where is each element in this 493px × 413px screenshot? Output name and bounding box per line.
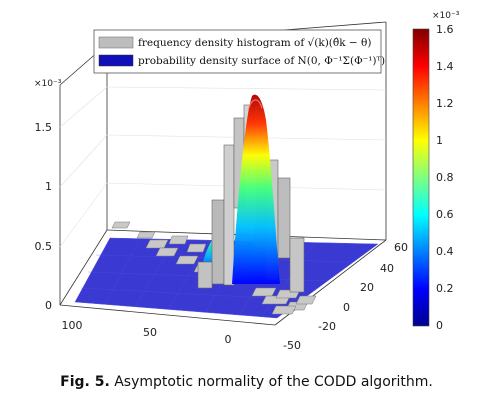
- density-peak: [232, 94, 280, 285]
- x-tick-3: -50: [283, 339, 301, 352]
- cb-tick-6: 1.2: [436, 97, 454, 110]
- y-tick-1: 40: [380, 262, 394, 275]
- z-tick-1: 0.5: [35, 240, 53, 253]
- cb-tick-0: 0: [436, 319, 443, 332]
- cb-tick-7: 1.4: [436, 60, 454, 73]
- y-tick-4: -20: [318, 320, 336, 333]
- y-tick-0: 60: [394, 241, 408, 254]
- y-axis: 60 40 20 0 -20: [318, 241, 408, 333]
- cb-tick-1: 0.2: [436, 282, 454, 295]
- cb-tick-2: 0.4: [436, 245, 454, 258]
- z-tick-2: 1: [45, 180, 52, 193]
- legend: frequency density histogram of √(k)(θ̂k …: [93, 29, 385, 74]
- legend-label-histogram: frequency density histogram of √(k)(θ̂k …: [138, 37, 371, 49]
- colorbar-exponent: ×10⁻³: [432, 11, 460, 21]
- cb-tick-5: 1: [436, 134, 443, 147]
- z-exponent: ×10⁻³: [34, 79, 62, 89]
- caption-label: Fig. 5.: [60, 374, 110, 390]
- x-tick-0: 100: [62, 319, 83, 332]
- y-tick-2: 20: [360, 281, 374, 294]
- x-tick-2: 0: [225, 333, 232, 346]
- legend-swatch-histogram: [98, 36, 134, 49]
- figure-caption: Fig. 5. Asymptotic normality of the CODD…: [0, 374, 493, 390]
- y-tick-3: 0: [343, 301, 350, 314]
- cb-tick-8: 1.6: [436, 23, 454, 36]
- density-peak-highlight: [247, 99, 263, 111]
- colorbar: ×10⁻³ 0 0.2 0.4 0.6 0.8 1 1.2 1.4 1.6: [412, 11, 460, 332]
- cb-tick-3: 0.6: [436, 208, 454, 221]
- legend-swatch-density: [98, 54, 134, 67]
- x-tick-1: 50: [143, 326, 157, 339]
- z-axis: 0 0.5 1 1.5 ×10⁻³: [34, 79, 62, 312]
- z-tick-0: 0: [45, 299, 52, 312]
- legend-label-density: probability density surface of N(0, Φ⁻¹Σ…: [138, 55, 385, 67]
- x-axis: 100 50 0 -50: [62, 319, 301, 352]
- z-tick-3: 1.5: [35, 121, 53, 134]
- caption-text: Asymptotic normality of the CODD algorit…: [114, 374, 433, 390]
- cb-tick-4: 0.8: [436, 171, 454, 184]
